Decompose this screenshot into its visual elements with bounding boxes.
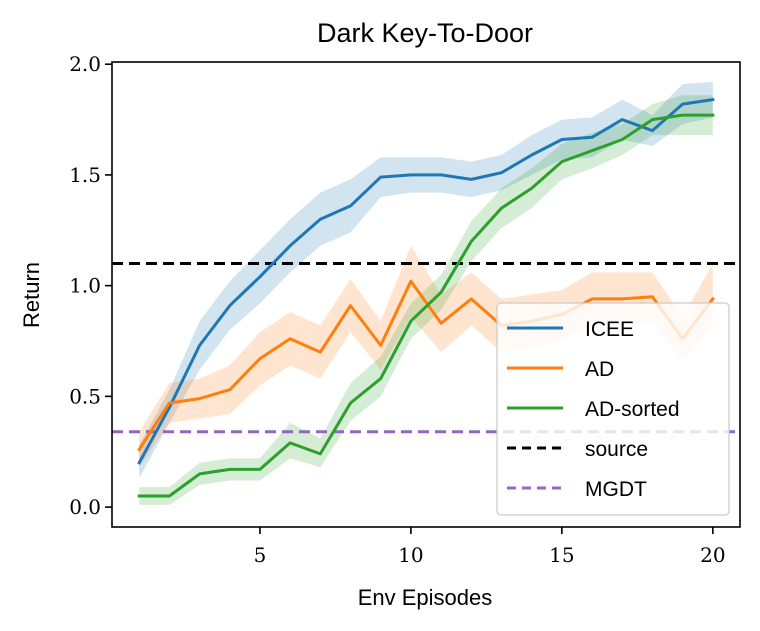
series-lines [137, 97, 715, 498]
band-icee [139, 81, 713, 479]
series-line-ad-sorted [137, 113, 715, 498]
y-axis-label: Return [19, 262, 44, 328]
x-axis-label: Env Episodes [358, 585, 493, 610]
x-tick-label: 15 [549, 543, 574, 567]
x-tick-label: 10 [398, 543, 423, 567]
reference-lines [112, 262, 740, 434]
chart-title: Dark Key-To-Door [317, 18, 533, 48]
y-tick-label: 1.5 [69, 163, 101, 187]
axes: 5 10 15 20 0.0 0.5 1.0 1.5 2.0 [69, 52, 741, 567]
x-tick-label: 5 [254, 543, 267, 567]
series-line-icee [137, 97, 715, 465]
legend-label-source: source [585, 438, 648, 461]
band-ad [139, 245, 713, 468]
y-tick-label: 0.5 [69, 384, 101, 408]
x-tick-label: 20 [700, 543, 725, 567]
y-tick-label: 2.0 [69, 52, 101, 76]
legend: ICEE AD AD-sorted source MGDT [496, 302, 730, 516]
y-tick-label: 1.0 [69, 274, 101, 298]
series-line-ad [137, 279, 715, 452]
legend-label-ad-sorted: AD-sorted [585, 398, 680, 421]
legend-label-icee: ICEE [585, 318, 634, 341]
axes-frame [111, 61, 741, 528]
legend-label-mgdt: MGDT [585, 478, 647, 501]
legend-label-ad: AD [585, 358, 614, 381]
y-tick-label: 0.0 [69, 495, 101, 519]
legend-box [496, 302, 730, 516]
